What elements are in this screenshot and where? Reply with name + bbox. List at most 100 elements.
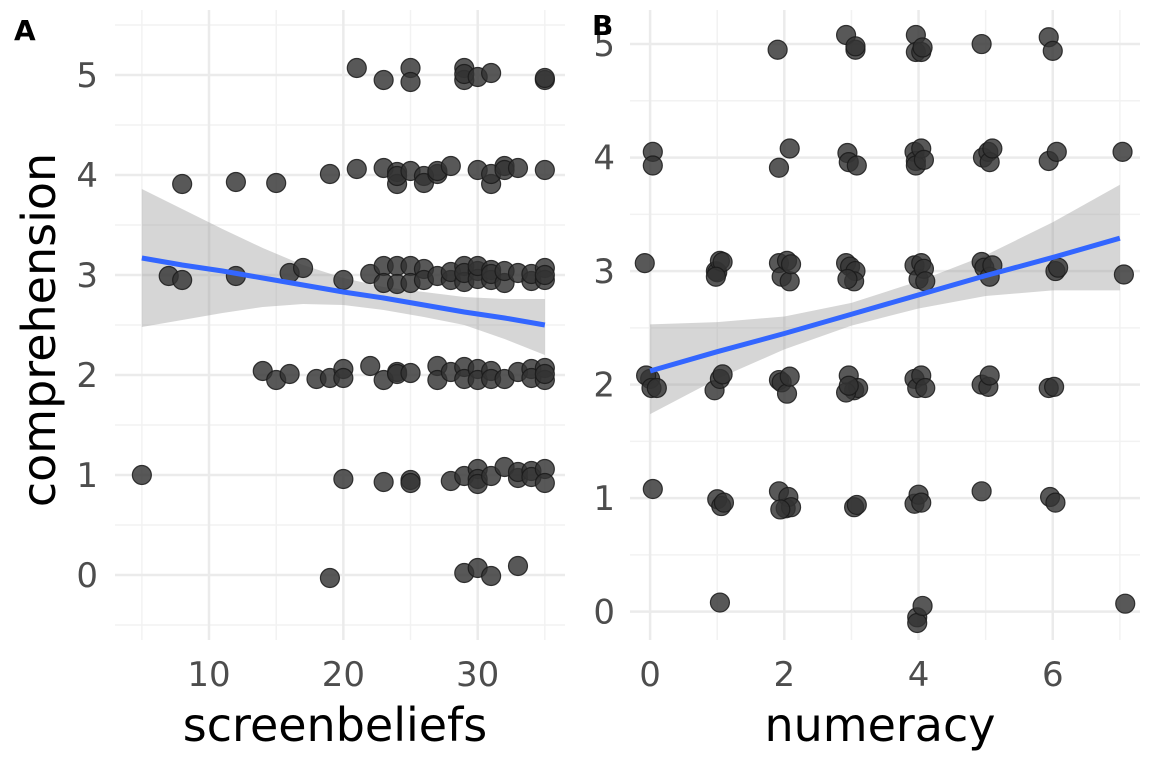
- panel-a: 10 20 30 0 1 2 3 4 5 A screenbeliefs comprehens…: [12, 10, 565, 752]
- panel-a-y-tick-label-4: 4: [76, 156, 98, 196]
- panel-b-y-tick-label-3: 3: [593, 252, 615, 292]
- panel-b-point-31: [779, 366, 800, 387]
- panel-b-x-tick-label-0: 0: [639, 655, 661, 695]
- panel-a-grid-minor: [115, 10, 565, 640]
- panel-b-background: [630, 10, 1140, 640]
- panel-b-confidence-band: [650, 184, 1120, 415]
- panel-a-point-109: [534, 159, 555, 181]
- panel-a-points: [131, 57, 555, 589]
- panel-b-point-90: [979, 365, 1000, 386]
- panel-a-point-18: [333, 367, 354, 389]
- panel-a-point-17: [333, 468, 354, 490]
- panel-b-point-58: [912, 37, 933, 58]
- panel-b-point-97: [1048, 257, 1069, 278]
- panel-b-x-axis-title: numeracy: [764, 698, 995, 752]
- panel-b-point-93: [1042, 40, 1063, 61]
- panel-b-grid-minor: [630, 10, 1140, 640]
- panel-b-y-tick-labels: 0 1 2 3 4 5: [593, 25, 615, 633]
- panel-b-point-95: [1046, 141, 1067, 162]
- panel-a-point-0: [131, 464, 152, 486]
- panel-a-x-tick-labels: 10 20 30: [187, 655, 499, 695]
- panel-b-tag: B: [592, 9, 613, 42]
- panel-b-point-63: [913, 149, 935, 170]
- panel-a-x-tick-label-1: 20: [322, 655, 365, 695]
- panel-a-point-27: [373, 471, 394, 493]
- panel-b-x-tick-labels: 0 2 4 6: [639, 655, 1063, 695]
- panel-a-point-19: [333, 269, 354, 291]
- panel-b-point-7: [642, 478, 663, 500]
- panel-a-point-96: [507, 157, 529, 179]
- panel-b-point-39: [845, 36, 866, 57]
- panel-b-x-tick-label-2: 4: [908, 655, 930, 695]
- panel-b-point-36: [770, 499, 791, 520]
- panel-b-point-99: [1044, 376, 1065, 397]
- panel-b-point-19: [709, 592, 731, 613]
- panel-a-fit-line: [141, 255, 546, 328]
- panel-a-y-tick-label-5: 5: [76, 56, 98, 96]
- panel-b: 0 2 4 6 0 1 2 3 4 5 B numeracy: [592, 9, 1140, 752]
- panel-a-point-80: [481, 62, 502, 84]
- panel-b-point-72: [915, 377, 936, 399]
- panel-a-x-tick-label-2: 30: [456, 655, 499, 695]
- panel-a-point-100: [507, 555, 529, 577]
- panel-b-x-tick-label-3: 6: [1042, 655, 1064, 695]
- panel-a-point-3: [172, 269, 193, 291]
- panel-a-point-20: [346, 57, 367, 79]
- panel-a-point-43: [400, 472, 421, 494]
- panel-b-y-tick-label-1: 1: [593, 479, 615, 519]
- panel-b-point-79: [971, 33, 992, 55]
- panel-a-x-axis-title: screenbeliefs: [183, 698, 487, 752]
- panel-b-point-91: [971, 481, 992, 502]
- panel-b-point-42: [846, 155, 867, 176]
- panel-b-fit-line: [649, 235, 1121, 374]
- panel-b-point-104: [1115, 593, 1136, 614]
- panel-b-x-tick-label-1: 2: [774, 655, 796, 695]
- panel-a-y-tick-label-3: 3: [76, 256, 98, 296]
- panel-b-point-30: [776, 383, 798, 404]
- panel-a-point-116: [534, 264, 555, 286]
- panel-b-point-77: [907, 612, 928, 634]
- panel-a-point-118: [534, 67, 555, 89]
- panel-b-point-20: [767, 39, 788, 60]
- panel-a-y-axis-title: comprehension: [12, 153, 66, 507]
- panel-a-point-8: [266, 172, 287, 194]
- panel-b-y-tick-label-2: 2: [593, 366, 615, 406]
- panel-b-point-75: [911, 492, 932, 513]
- panel-a-point-115: [534, 472, 555, 494]
- panel-a-y-tick-label-2: 2: [76, 356, 98, 396]
- panel-b-point-101: [1045, 492, 1066, 513]
- panel-a-point-21: [346, 158, 367, 180]
- panel-a-point-38: [400, 71, 421, 93]
- panel-b-point-0: [634, 253, 655, 274]
- panel-b-points: [634, 24, 1136, 634]
- panel-a-point-4: [225, 171, 246, 193]
- panel-b-point-27: [780, 254, 802, 275]
- panel-a-tag: A: [14, 14, 36, 47]
- panel-b-point-15: [712, 364, 733, 385]
- panel-b-point-103: [1113, 264, 1134, 285]
- panel-b-point-22: [779, 138, 800, 159]
- panel-b-point-52: [838, 375, 859, 396]
- panel-a-x-tick-label-0: 10: [187, 655, 230, 695]
- panel-b-point-102: [1112, 141, 1133, 162]
- panel-a-y-tick-label-1: 1: [76, 456, 98, 496]
- panel-b-y-tick-label-0: 0: [593, 593, 615, 633]
- panel-b-point-68: [915, 271, 936, 292]
- panel-a-point-13: [319, 567, 341, 589]
- panel-b-y-tick-label-5: 5: [593, 25, 615, 65]
- panel-a-point-2: [172, 173, 193, 195]
- panel-b-point-83: [982, 138, 1003, 159]
- panel-a-point-11: [292, 257, 314, 279]
- panel-a-point-22: [360, 355, 381, 377]
- panel-a-point-15: [319, 163, 341, 185]
- panel-a-point-88: [481, 565, 502, 587]
- panel-b-point-18: [713, 492, 735, 513]
- panel-b-y-tick-label-4: 4: [593, 139, 615, 179]
- panel-a-point-10: [279, 363, 300, 385]
- panel-a-y-tick-labels: 0 1 2 3 4 5: [76, 56, 98, 596]
- panel-b-point-47: [837, 268, 858, 290]
- panel-a-point-24: [373, 69, 394, 91]
- panel-b-point-54: [846, 494, 867, 516]
- panel-b-point-26: [779, 271, 800, 292]
